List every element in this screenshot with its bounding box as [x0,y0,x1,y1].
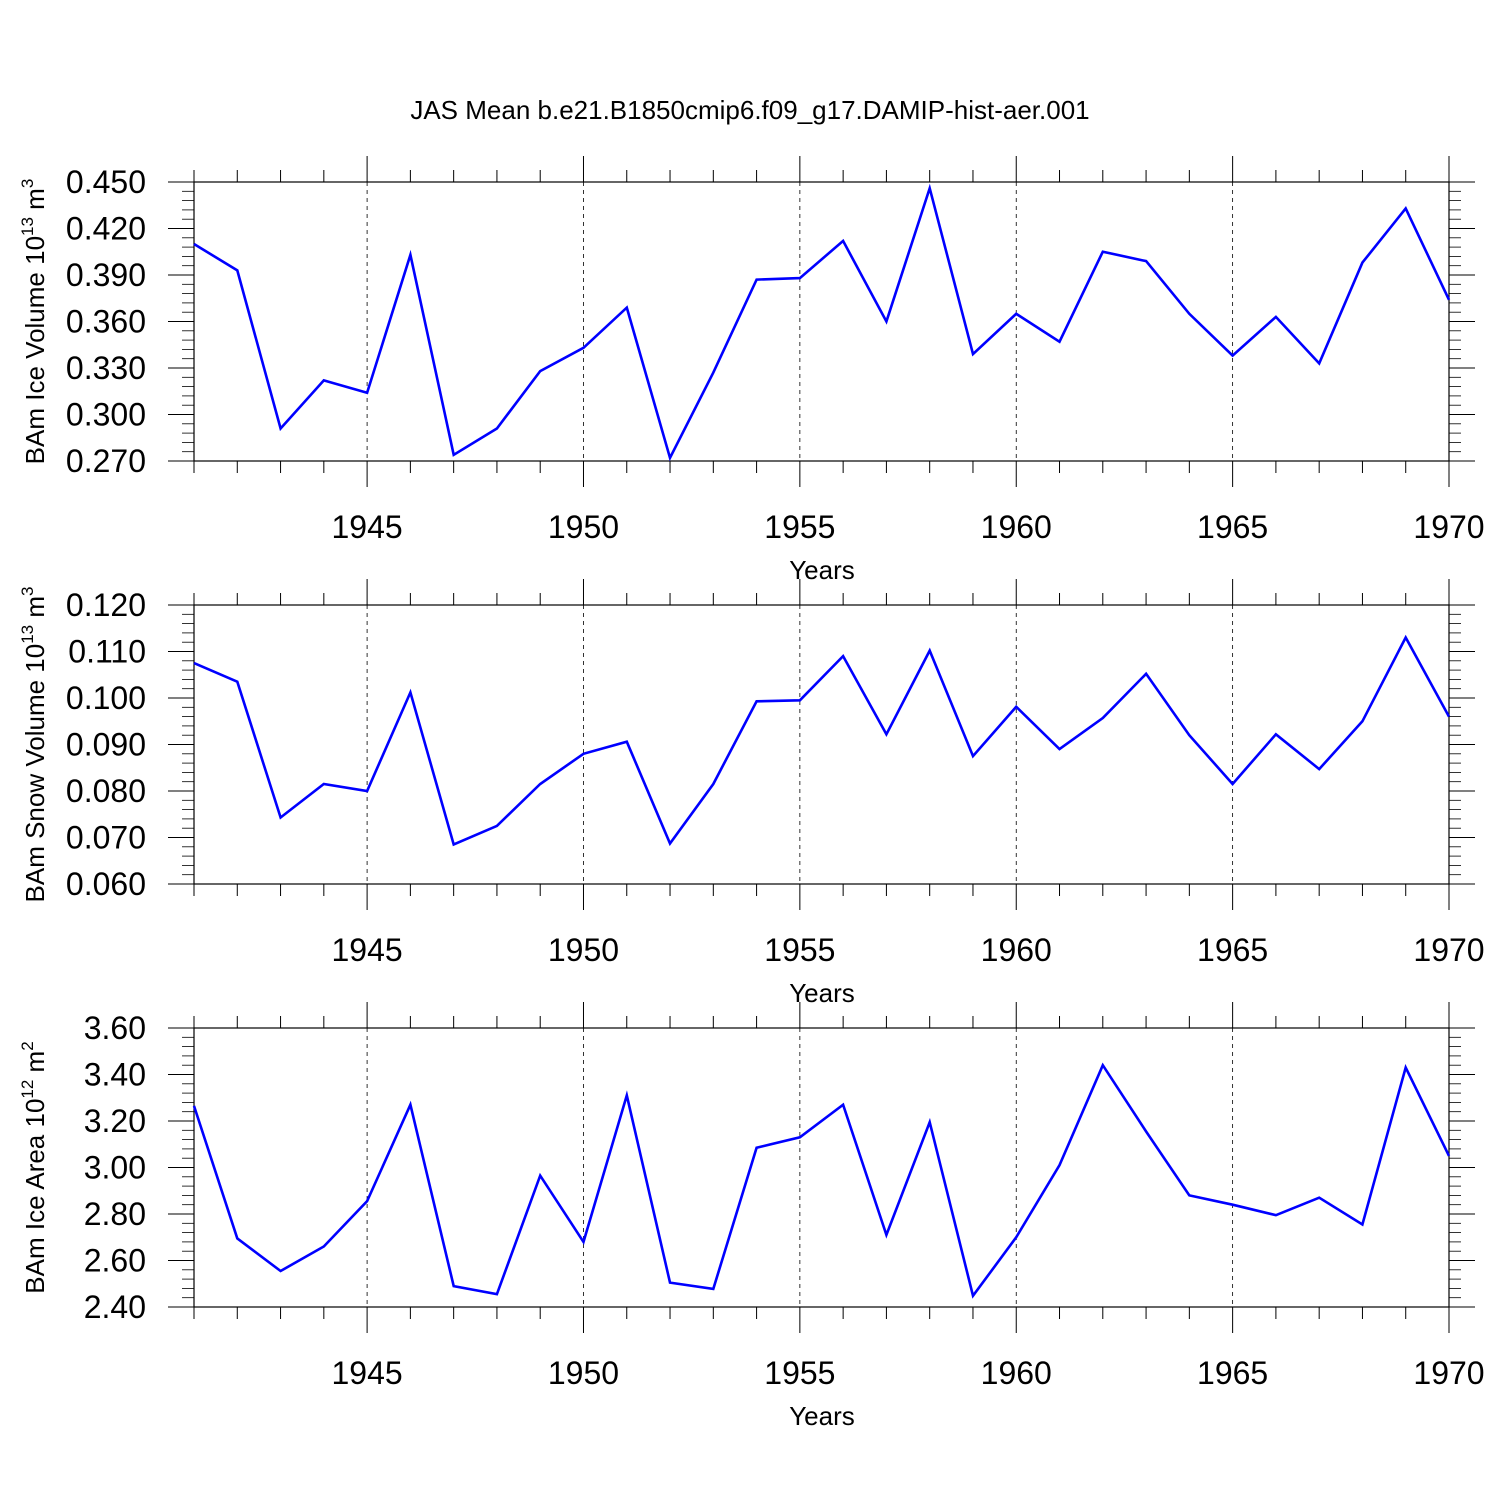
y-tick-label: 3.60 [84,1010,146,1046]
y-tick-label: 0.390 [66,257,146,293]
y-tick-label: 0.110 [68,634,146,670]
y-tick-label: 2.40 [84,1289,146,1325]
x-tick-label: 1955 [764,509,835,545]
y-tick-label: 0.450 [66,164,146,200]
y-tick-label: 0.270 [66,443,146,479]
x-tick-label: 1965 [1197,932,1268,968]
y-tick-label: 0.070 [66,820,146,856]
x-tick-label: 1955 [764,1355,835,1391]
y-tick-label: 2.60 [84,1243,146,1279]
y-tick-label: 0.360 [66,304,146,340]
x-axis-label: Years [789,555,855,585]
x-tick-label: 1965 [1197,1355,1268,1391]
x-tick-label: 1950 [548,1355,619,1391]
y-axis-label: BAm Ice Volume 1013 m3 [18,179,50,465]
y-tick-label: 0.090 [66,727,146,763]
x-tick-label: 1945 [332,1355,403,1391]
x-tick-label: 1950 [548,932,619,968]
x-tick-label: 1970 [1413,509,1484,545]
x-tick-label: 1970 [1413,1355,1484,1391]
y-tick-label: 0.420 [66,211,146,247]
x-tick-label: 1965 [1197,509,1268,545]
series-line [193,634,1451,847]
y-tick-label: 0.330 [66,350,146,386]
y-tick-label: 0.100 [66,680,146,716]
series-line [193,183,1451,462]
panel-2: 1945 1950 1955 1960 1965 1970 0.060 0.070 0.080 0… [18,579,1485,1008]
x-axis-label: Years [789,1401,855,1431]
series-line [192,1062,1451,1299]
y-tick-label: 2.80 [84,1196,146,1232]
x-tick-label: 1945 [332,509,403,545]
x-tick-label: 1945 [332,932,403,968]
y-tick-label: 0.060 [66,866,146,902]
panel-1: 1945 1950 1955 1960 1965 1970 0.270 0.300 0.330 0… [18,156,1485,585]
y-tick-label: 3.40 [84,1057,146,1093]
y-tick-label: 3.20 [84,1103,146,1139]
x-tick-label: 1960 [981,1355,1052,1391]
x-tick-label: 1950 [548,509,619,545]
y-tick-label: 0.120 [66,587,146,623]
y-tick-label: 0.080 [66,773,146,809]
figure-title: JAS Mean b.e21.B1850cmip6.f09_g17.DAMIP-… [410,95,1089,125]
panels-group: 1945 1950 1955 1960 1965 1970 0.270 0.300 0.330 0… [18,156,1485,1431]
x-axis-label: Years [789,978,855,1008]
y-tick-label: 0.300 [66,397,146,433]
y-axis-label: BAm Ice Area 1012 m2 [18,1041,50,1293]
plot-frame [193,604,1450,885]
x-tick-label: 1960 [981,932,1052,968]
y-axis-label: BAm Snow Volume 1013 m3 [18,587,50,903]
x-tick-label: 1960 [981,509,1052,545]
plot-frame [193,181,1450,462]
x-tick-label: 1970 [1413,932,1484,968]
x-tick-label: 1955 [764,932,835,968]
y-tick-label: 3.00 [84,1150,146,1186]
panel-3: 1945 1950 1955 1960 1965 1970 2.40 2.60 2.80 3.00… [18,1002,1485,1431]
